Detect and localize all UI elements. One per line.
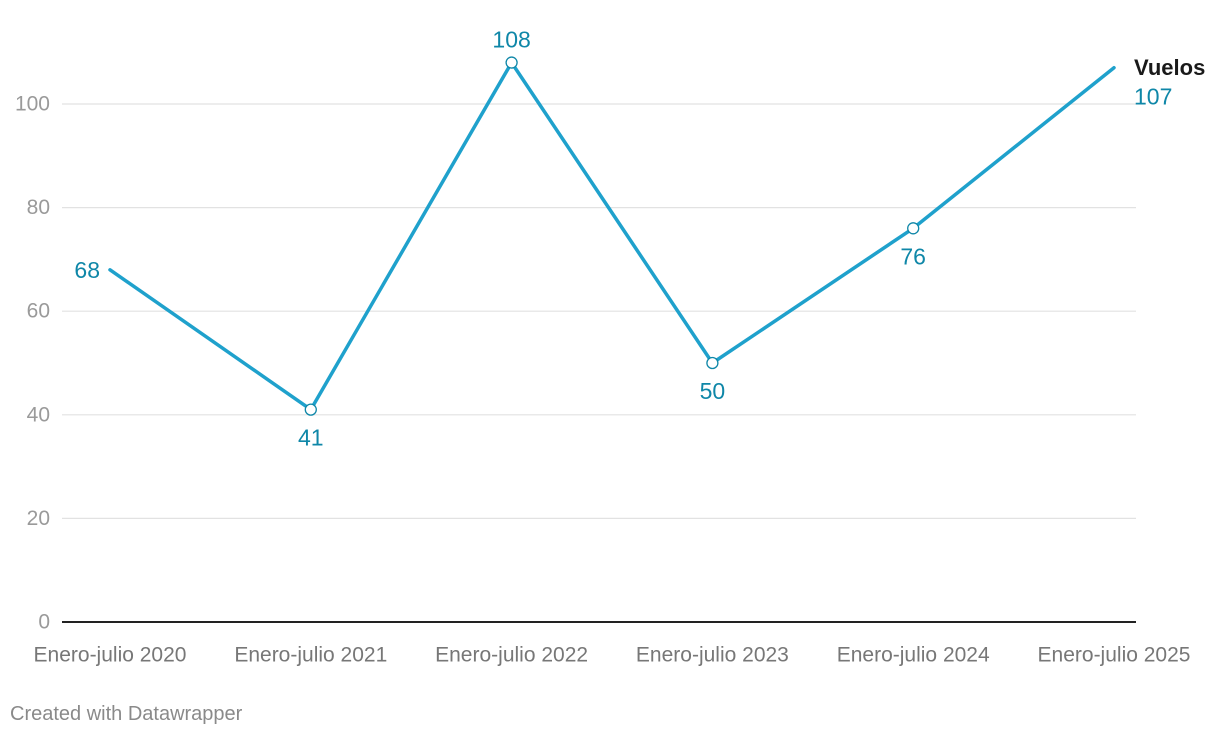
data-point-marker xyxy=(505,56,518,69)
data-point-marker xyxy=(706,356,719,370)
y-tick-label: 0 xyxy=(38,611,50,634)
series-line-vuelos xyxy=(108,60,1116,412)
y-tick-label: 60 xyxy=(27,300,50,323)
x-tick-label: Enero-julio 2020 xyxy=(34,644,187,667)
credit-footer: Created with Datawrapper xyxy=(10,703,243,725)
data-point-marker xyxy=(907,222,920,235)
series-name-label: Vuelos xyxy=(1134,55,1205,80)
x-tick-label: Enero-julio 2024 xyxy=(837,644,990,667)
data-label: 41 xyxy=(298,425,324,451)
x-tick-label: Enero-julio 2025 xyxy=(1038,644,1191,667)
data-point-marker xyxy=(304,403,317,416)
data-label: 50 xyxy=(700,378,726,404)
data-label: 108 xyxy=(492,27,530,53)
y-tick-label: 80 xyxy=(27,196,50,219)
y-tick-label: 100 xyxy=(15,93,50,116)
x-tick-label: Enero-julio 2021 xyxy=(234,644,387,667)
y-tick-label: 20 xyxy=(27,507,50,530)
data-label: 76 xyxy=(900,243,926,269)
data-label: 68 xyxy=(74,257,100,283)
x-tick-label: Enero-julio 2023 xyxy=(636,644,789,667)
y-tick-label: 40 xyxy=(27,403,50,426)
data-label: 107 xyxy=(1134,84,1172,110)
x-tick-label: Enero-julio 2022 xyxy=(435,644,588,667)
